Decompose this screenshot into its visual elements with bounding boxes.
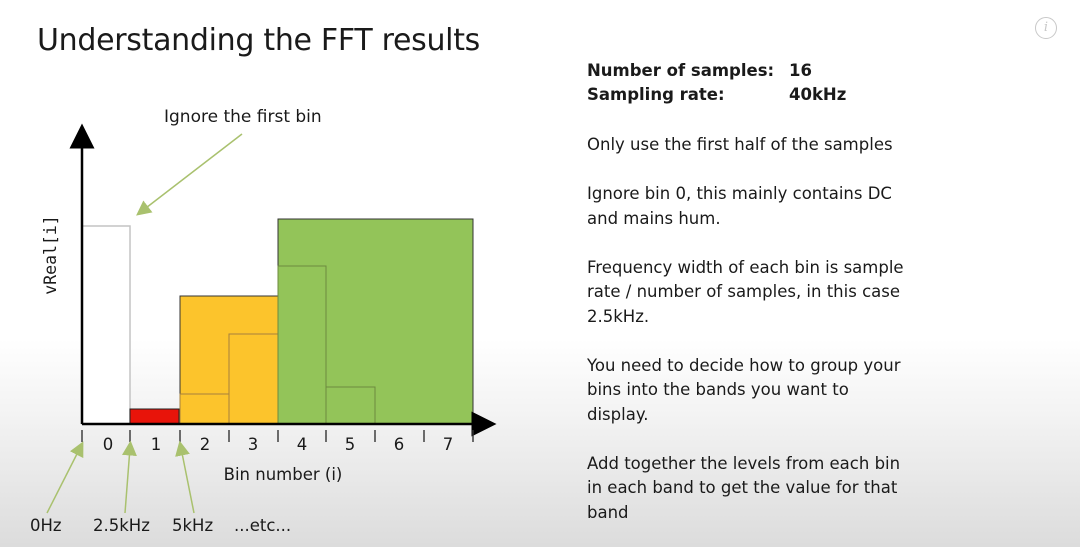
bin-label-3: 3	[248, 435, 259, 454]
stat-value: 40kHz	[789, 85, 847, 104]
yellow-band	[179, 295, 279, 425]
stat-value: 16	[789, 61, 812, 80]
bin-label-4: 4	[297, 435, 308, 454]
ignore-first-bin-label: Ignore the first bin	[164, 107, 322, 127]
ignore-bin-arrow	[136, 133, 243, 216]
x-axis-label: Bin number (i)	[224, 465, 343, 484]
x-axis-ticks	[81, 430, 474, 442]
stat-label: Number of samples:	[587, 61, 775, 80]
freq-label-etc: ...etc...	[234, 516, 292, 535]
freq-label-0hz: 0Hz	[30, 516, 62, 535]
note-3: Frequency width of each bin is sample ra…	[587, 257, 904, 326]
note-5: Add together the levels from each bin in…	[587, 453, 901, 522]
bin-5-bar	[325, 386, 376, 425]
notes-list: Only use the first half of the samples I…	[587, 133, 907, 550]
note-1: Only use the first half of the samples	[587, 135, 893, 154]
bin-label-0: 0	[103, 435, 114, 454]
bin-label-2: 2	[200, 435, 211, 454]
bin-2-bar	[179, 393, 230, 425]
note-4: You need to decide how to group your bin…	[587, 355, 901, 424]
red-band-bin-1	[129, 408, 180, 425]
freq-arrow-2-5khz	[121, 440, 137, 514]
bin-4-bar	[277, 265, 327, 425]
bin-3-bar	[228, 333, 279, 425]
freq-arrow-5khz	[175, 440, 195, 514]
bin-label-6: 6	[394, 435, 405, 454]
freq-label-2-5khz: 2.5kHz	[93, 516, 150, 535]
stat-label: Sampling rate:	[587, 85, 725, 104]
slide-title: Understanding the FFT results	[37, 23, 480, 58]
y-axis-label: vReal[i]	[41, 215, 60, 294]
bin-label-7: 7	[443, 435, 454, 454]
freq-arrow-0hz	[46, 441, 84, 514]
bin-0-bar	[81, 225, 131, 425]
info-icon[interactable]: i	[1035, 17, 1057, 39]
green-band	[277, 218, 474, 425]
bin-label-1: 1	[151, 435, 162, 454]
freq-label-5khz: 5kHz	[172, 516, 214, 535]
note-2: Ignore bin 0, this mainly contains DC an…	[587, 184, 892, 228]
bin-label-5: 5	[345, 435, 356, 454]
